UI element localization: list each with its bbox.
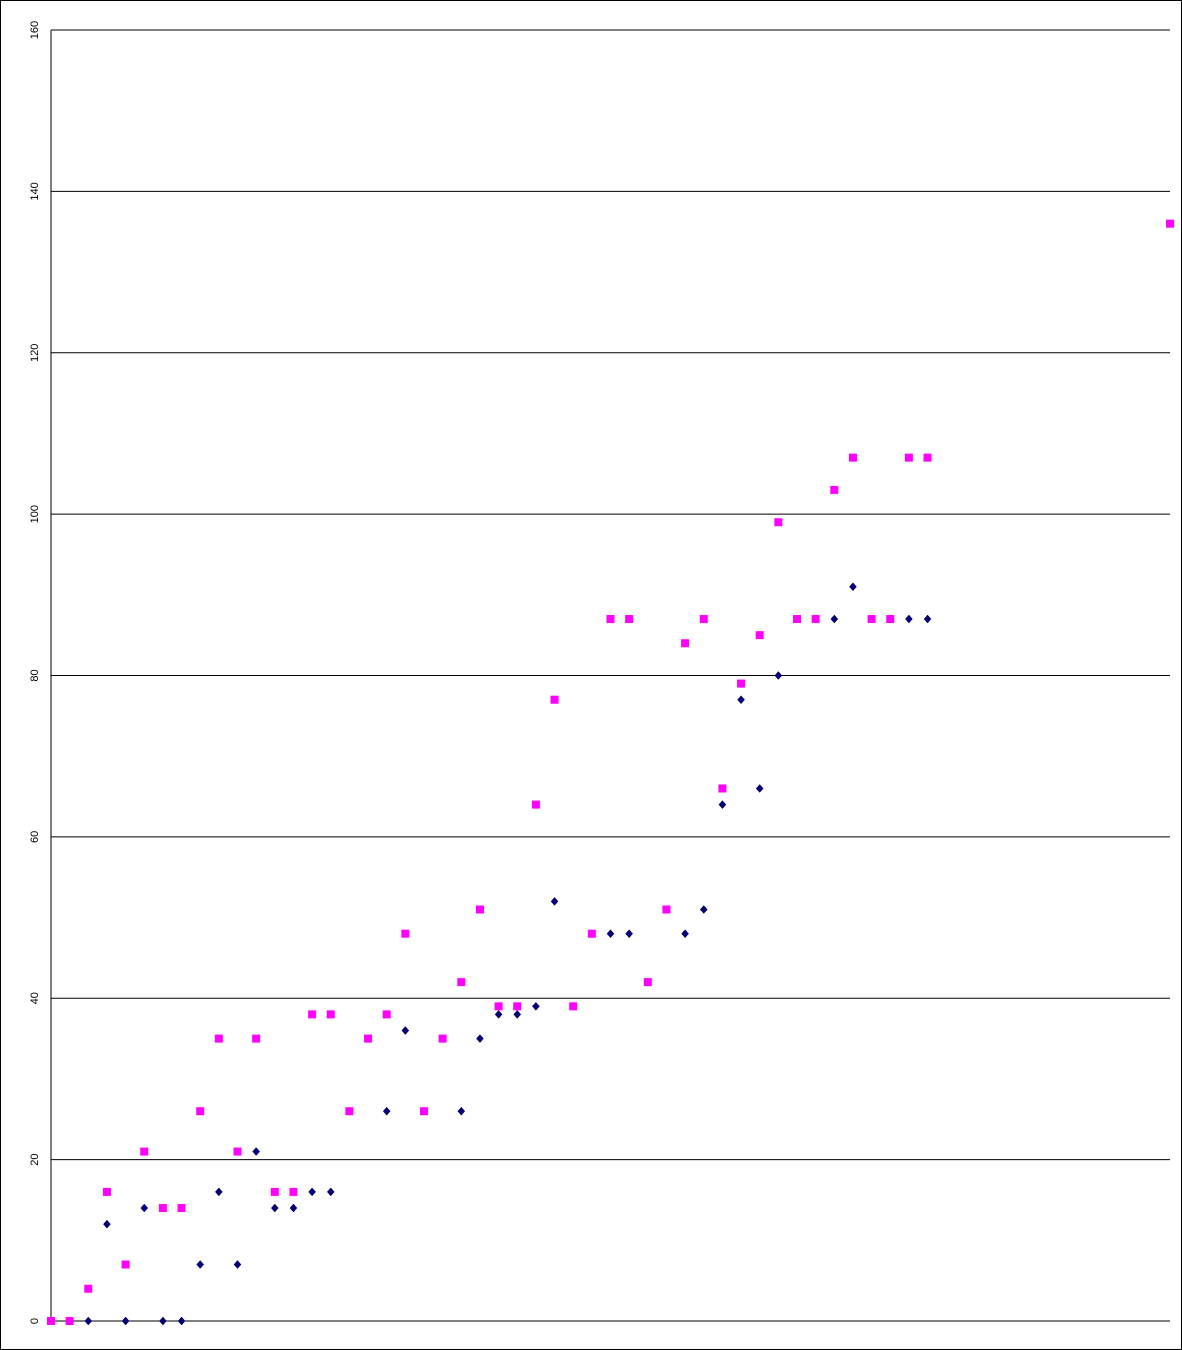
point — [177, 1204, 186, 1213]
point — [625, 929, 633, 939]
point — [457, 978, 466, 987]
y-tick-label: 60 — [29, 831, 41, 843]
point — [681, 929, 689, 939]
point — [196, 1107, 205, 1116]
point — [531, 800, 540, 809]
point — [1166, 219, 1174, 228]
point — [718, 800, 727, 809]
y-tick-label: 40 — [29, 992, 41, 1004]
point — [457, 1106, 466, 1116]
point — [569, 1002, 578, 1011]
point — [401, 929, 410, 938]
point — [662, 905, 671, 914]
point — [252, 1147, 260, 1156]
point — [140, 1147, 149, 1156]
point — [345, 1107, 354, 1116]
point — [494, 1002, 503, 1011]
point — [47, 1317, 55, 1325]
point — [550, 695, 559, 704]
point — [699, 615, 708, 624]
point — [84, 1316, 93, 1326]
point — [289, 1187, 298, 1196]
point — [84, 1284, 93, 1293]
point — [793, 615, 801, 624]
point — [550, 897, 559, 906]
point — [233, 1147, 242, 1156]
point — [326, 1010, 335, 1019]
point — [643, 978, 652, 987]
point — [606, 929, 615, 939]
point — [308, 1010, 317, 1019]
point — [587, 929, 596, 938]
point — [159, 1316, 167, 1326]
point — [681, 639, 690, 648]
point — [699, 905, 708, 914]
y-tick-label: 80 — [29, 669, 41, 681]
y-tick-label: 100 — [29, 505, 41, 523]
y-tick-label: 0 — [29, 1318, 41, 1324]
point — [214, 1034, 223, 1043]
point — [830, 614, 839, 624]
point — [140, 1203, 149, 1213]
point — [532, 1001, 540, 1011]
point — [65, 1317, 74, 1325]
point — [625, 615, 634, 624]
point — [308, 1187, 316, 1197]
point — [252, 1034, 261, 1043]
point — [401, 1026, 410, 1035]
point — [420, 1107, 428, 1116]
point — [196, 1260, 205, 1269]
point — [774, 518, 783, 527]
point — [121, 1316, 130, 1326]
point — [215, 1187, 223, 1197]
point — [475, 905, 484, 914]
point — [103, 1219, 111, 1229]
point — [737, 695, 745, 705]
point — [867, 615, 876, 624]
point — [270, 1187, 279, 1196]
y-tick-label: 20 — [29, 1154, 41, 1166]
point — [849, 582, 857, 592]
point — [811, 615, 820, 624]
point — [364, 1034, 373, 1043]
y-tick-label: 160 — [29, 21, 41, 39]
point — [121, 1260, 130, 1269]
point — [382, 1106, 391, 1116]
point — [755, 784, 764, 793]
point — [158, 1204, 167, 1213]
point — [848, 453, 857, 462]
point — [755, 631, 764, 640]
point — [718, 784, 727, 793]
point — [737, 679, 746, 688]
point — [270, 1203, 279, 1213]
point — [606, 615, 615, 624]
point — [289, 1203, 298, 1213]
point — [513, 1002, 522, 1011]
point — [326, 1187, 335, 1197]
point — [830, 485, 839, 494]
point — [904, 453, 913, 462]
point — [923, 614, 932, 624]
point — [476, 1034, 484, 1043]
point — [886, 615, 895, 624]
point — [513, 1010, 522, 1019]
point — [774, 671, 783, 680]
point — [233, 1260, 242, 1269]
point — [923, 453, 932, 462]
point — [905, 614, 913, 624]
y-tick-label: 120 — [29, 344, 41, 362]
point — [102, 1187, 111, 1196]
point — [177, 1316, 186, 1326]
point — [382, 1010, 391, 1019]
y-tick-label: 140 — [29, 182, 41, 200]
point — [494, 1010, 503, 1019]
point — [438, 1034, 447, 1043]
